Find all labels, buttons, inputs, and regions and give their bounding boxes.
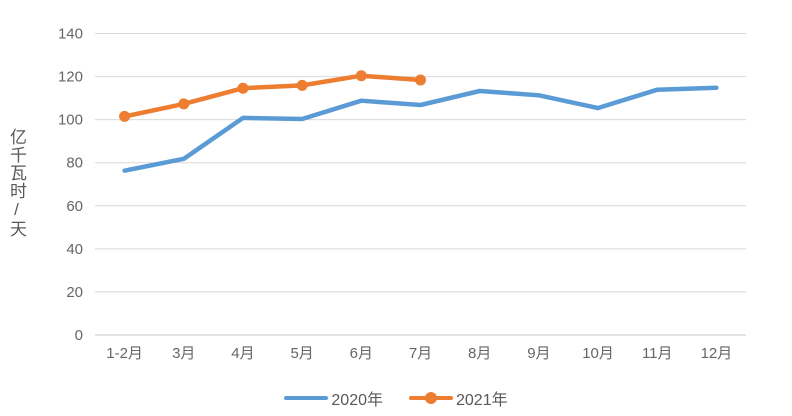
x-tick-label: 10月	[582, 345, 614, 362]
x-tick-label: 8月	[468, 345, 491, 362]
x-tick-label: 11月	[642, 345, 673, 362]
data-point-marker-2021年	[237, 82, 249, 94]
legend-item-2021年: 2021年	[409, 386, 508, 410]
legend-label: 2021年	[456, 392, 508, 409]
series-line-2020年	[122, 85, 719, 173]
x-tick-label: 12月	[701, 345, 733, 362]
x-tick-label: 1-2月	[106, 345, 143, 362]
x-tick-label: 7月	[409, 345, 432, 362]
x-tick-label: 3月	[172, 345, 195, 362]
legend: 2020年 2021年	[0, 386, 792, 410]
legend-item-2020年: 2020年	[284, 386, 383, 410]
data-point-marker-2021年	[119, 110, 131, 122]
x-tick-label: 9月	[527, 345, 550, 362]
x-tick-label: 4月	[231, 345, 254, 362]
y-tick-label: 120	[58, 69, 83, 86]
legend-marker-dot	[425, 392, 437, 404]
x-tick-label: 5月	[290, 345, 313, 362]
data-point-marker-2021年	[296, 79, 308, 91]
y-tick-label: 20	[66, 284, 83, 301]
y-tick-label: 0	[75, 327, 83, 344]
y-tick-label: 40	[66, 241, 83, 258]
x-tick-label: 6月	[350, 345, 373, 362]
data-point-marker-2021年	[415, 74, 426, 86]
y-tick-label: 80	[66, 155, 83, 172]
legend-line-swatch	[284, 396, 329, 400]
series-line-2021年	[122, 73, 423, 119]
legend-label: 2020年	[331, 392, 383, 409]
y-axis-title: 亿千瓦时/天	[7, 128, 26, 238]
data-point-marker-2021年	[355, 70, 367, 82]
y-tick-label: 60	[66, 198, 83, 215]
legend-line-swatch	[409, 392, 453, 404]
y-tick-label: 140	[58, 26, 83, 43]
data-point-marker-2021年	[178, 98, 190, 110]
y-tick-label: 100	[58, 112, 83, 129]
